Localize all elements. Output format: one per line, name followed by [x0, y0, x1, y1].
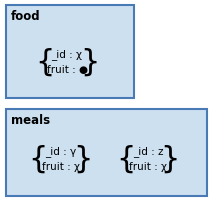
Text: meals: meals — [11, 113, 50, 126]
Text: _id : z: _id : z — [133, 146, 163, 156]
Text: fruit : χ: fruit : χ — [129, 161, 167, 171]
Text: }: } — [80, 47, 99, 76]
Text: {: { — [35, 47, 54, 76]
FancyBboxPatch shape — [6, 6, 134, 99]
Text: fruit : ●: fruit : ● — [47, 64, 88, 74]
Text: {: { — [29, 144, 48, 173]
FancyBboxPatch shape — [6, 109, 207, 196]
Text: _id : γ: _id : γ — [45, 146, 76, 156]
Text: _id : χ: _id : χ — [52, 49, 83, 59]
Text: {: { — [116, 144, 135, 173]
Text: food: food — [11, 10, 40, 23]
Text: fruit : χ: fruit : χ — [42, 161, 80, 171]
Text: }: } — [161, 144, 180, 173]
Text: }: } — [73, 144, 93, 173]
